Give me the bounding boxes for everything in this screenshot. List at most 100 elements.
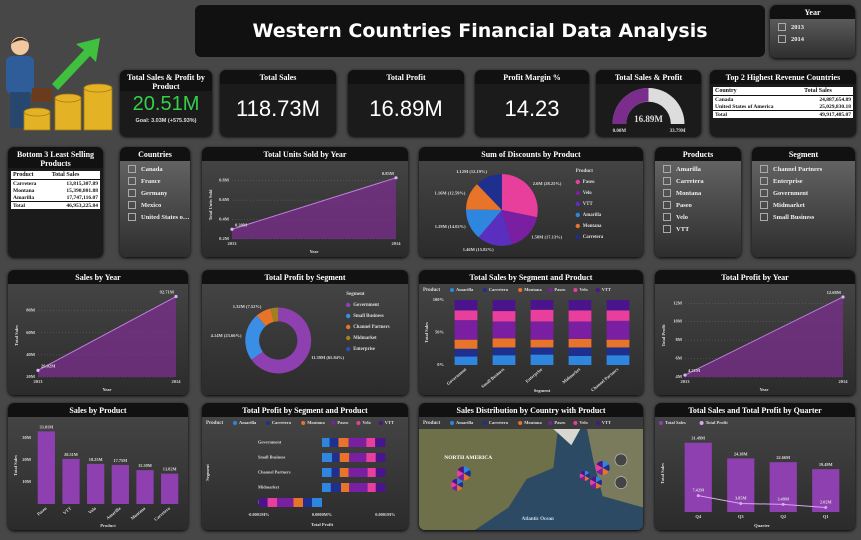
data-label: 2.6M (28.25%) [533, 181, 562, 186]
slicer-item[interactable]: Paseo [663, 201, 741, 209]
slicer-item[interactable]: Canada [128, 165, 190, 173]
panel: Total Sales by Segment and Product Produc… [419, 270, 643, 395]
slicer: Year 2013 2014 [770, 5, 855, 58]
panel-title: Total Sales & Profit by Product [120, 70, 212, 91]
data-label: 22.66M [776, 455, 790, 460]
map-pie-slice [602, 464, 610, 472]
slicer-item-label[interactable]: VTT [676, 225, 690, 233]
checkbox[interactable] [778, 35, 786, 43]
checkbox[interactable] [663, 189, 671, 197]
slicer-item-label[interactable]: Mexico [141, 201, 162, 209]
checkbox[interactable] [128, 165, 136, 173]
slicer-item[interactable]: Carretera [663, 177, 741, 185]
slicer-item[interactable]: France [128, 177, 190, 185]
slicer-item[interactable]: 2014 [778, 35, 855, 43]
chart: Product Amarilla Carretera Montana Paseo Velo… [423, 287, 630, 393]
slicer-item[interactable]: United States of America [128, 213, 190, 221]
legend-label: Montana [524, 287, 542, 292]
checkbox[interactable] [663, 225, 671, 233]
panel-title: Total Units Sold by Year [202, 147, 408, 161]
slicer-item-label[interactable]: France [141, 177, 161, 185]
slicer-item-label[interactable]: Midmarket [773, 201, 805, 209]
slicer-item-label[interactable]: Channel Partners [773, 165, 823, 173]
slicer-item-label[interactable]: Paseo [676, 201, 692, 209]
map-pie-slice [451, 478, 458, 485]
panel: Total Profit by Year 4M 6M 8M 10M 12M 2013 2014… [655, 270, 855, 395]
checkbox[interactable] [760, 201, 768, 209]
checkbox[interactable] [663, 177, 671, 185]
person-body [6, 56, 34, 94]
slicer-item-label[interactable]: Canada [141, 165, 163, 173]
slicer-item-label[interactable]: Carretera [676, 177, 704, 185]
slicer-item-label[interactable]: Small Business [773, 213, 815, 221]
slicer-item[interactable]: VTT [663, 225, 741, 233]
slicer-item[interactable]: Mexico [128, 201, 190, 209]
slicer-item[interactable]: Midmarket [760, 201, 855, 209]
slicer-item[interactable]: Government [760, 189, 855, 197]
data-label: 0.30M [235, 222, 248, 227]
slicer-item-label[interactable]: United States of America [141, 213, 190, 221]
y-axis-title: Total Sales [660, 463, 665, 484]
y-tick-label: 0.4M [219, 217, 230, 222]
slicer-item-label[interactable]: Germany [141, 189, 168, 197]
map-pie-slice [584, 475, 590, 481]
bar-segment [349, 453, 367, 462]
map-land [587, 429, 643, 508]
checkbox[interactable] [760, 165, 768, 173]
checkbox[interactable] [760, 177, 768, 185]
checkbox[interactable] [778, 23, 786, 31]
slicer-item[interactable]: Amarilla [663, 165, 741, 173]
slicer-item[interactable]: Channel Partners [760, 165, 855, 173]
bar-segment [338, 438, 349, 447]
checkbox[interactable] [128, 201, 136, 209]
legend-marker [595, 421, 600, 425]
slice [478, 210, 513, 246]
slicer-item[interactable]: Small Business [760, 213, 855, 221]
table-header: Country Total Sales [713, 87, 853, 96]
checkbox[interactable] [128, 189, 136, 197]
x-axis-title: Quarter [754, 523, 770, 528]
data-label: 3.85M [735, 496, 747, 501]
y-tick-label: 0.8M [219, 178, 230, 183]
y-tick-label: Small Business [258, 454, 286, 459]
legend-label: Amarilla [583, 213, 602, 218]
x-tick-label: -0.0001M% [248, 512, 270, 517]
y-tick-label: 6M [676, 356, 683, 361]
y-axis-title: Segment [205, 464, 210, 481]
cell: Total [11, 201, 50, 209]
point [824, 506, 828, 510]
checkbox[interactable] [663, 165, 671, 173]
checkbox[interactable] [128, 213, 136, 221]
slicer-item-label[interactable]: Enterprise [773, 177, 803, 185]
zoom-in [614, 453, 628, 467]
x-axis-title: Year [760, 387, 769, 392]
card-value: 20.51M [132, 93, 200, 115]
checkbox[interactable] [663, 213, 671, 221]
slicer-item-label[interactable]: 2014 [791, 35, 804, 43]
slice [477, 174, 502, 210]
checkbox[interactable] [760, 213, 768, 221]
data-label: 3.49M [777, 496, 789, 501]
bar [161, 473, 179, 504]
legend-marker [699, 421, 704, 425]
checkbox[interactable] [760, 189, 768, 197]
slicer-item-label[interactable]: Velo [676, 213, 689, 221]
slicer-item[interactable]: 2013 [778, 23, 855, 31]
chart: NORTH AMERICA Atlantic Ocean Product Amaril… [419, 417, 643, 530]
slicer-item[interactable]: Germany [128, 189, 190, 197]
slicer-item-label[interactable]: Amarilla [676, 165, 701, 173]
slicer-item[interactable]: Velo [663, 213, 741, 221]
bar-segment [454, 320, 478, 340]
slicer-item-label[interactable]: Government [773, 189, 809, 197]
checkbox[interactable] [663, 201, 671, 209]
bar-segment [454, 300, 478, 311]
cell: United States of America [715, 103, 774, 110]
data-label: 1.29M (14.02%) [435, 224, 466, 229]
slicer-item[interactable]: Enterprise [760, 177, 855, 185]
data-label: 1.46M (15.82%) [463, 247, 494, 252]
slicer-item[interactable]: Montana [663, 189, 741, 197]
slicer-item-label[interactable]: 2013 [791, 23, 804, 31]
slicer-item-label[interactable]: Montana [676, 189, 702, 197]
checkbox[interactable] [128, 177, 136, 185]
bar-segment [492, 300, 516, 312]
